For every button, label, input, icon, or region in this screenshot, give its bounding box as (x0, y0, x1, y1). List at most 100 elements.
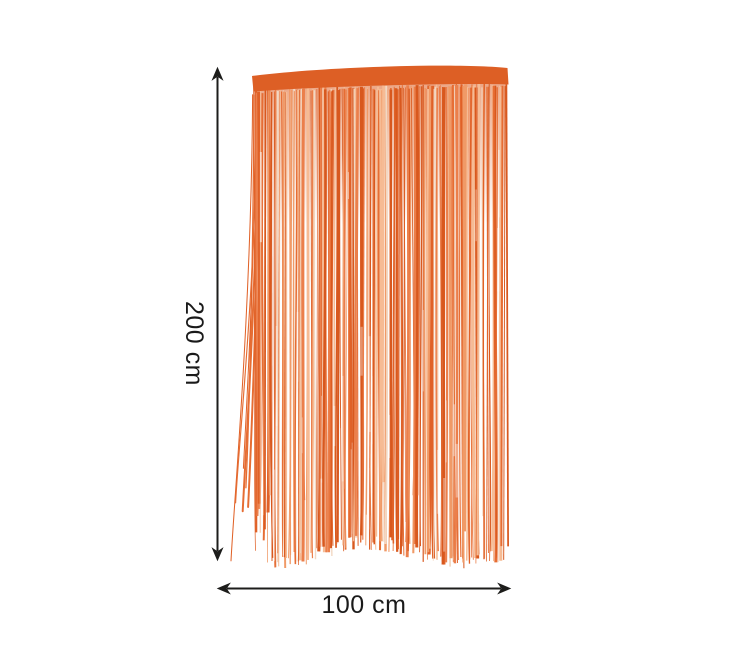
curtain-strands (230, 83, 509, 569)
curtain-strand (476, 83, 481, 556)
curtain-shine-streak (275, 326, 278, 426)
curtain-strand (398, 85, 401, 540)
curtain-shine-streak (360, 326, 363, 376)
curtain-strand (402, 87, 405, 547)
curtain-top-band (252, 65, 509, 92)
curtain-strand (356, 87, 360, 538)
curtain-strand (372, 90, 376, 545)
curtain-strand (354, 88, 359, 536)
fringe-curtain-image (230, 65, 509, 569)
curtain-strand (459, 86, 462, 558)
curtain-strand (310, 90, 314, 559)
curtain-strand (395, 88, 399, 552)
curtain-shine-streak (301, 417, 303, 454)
curtain-strand (419, 86, 423, 547)
curtain-strand (422, 84, 425, 562)
curtain-strand (486, 86, 489, 562)
curtain-strand (488, 83, 492, 552)
curtain-strand (365, 88, 369, 515)
curtain-strand (349, 87, 353, 538)
curtain-strand (253, 90, 256, 551)
curtain-shine-streak (350, 449, 352, 545)
curtain-strand (475, 83, 478, 564)
curtain-strand (334, 86, 339, 548)
curtain-strand (430, 85, 436, 559)
curtain-strand (327, 90, 332, 553)
curtain-strand (486, 86, 489, 554)
curtain-shine-streak (453, 404, 456, 457)
curtain-shine-streak (436, 449, 439, 514)
curtain-shine-streak (368, 336, 371, 432)
curtain-strand (321, 89, 327, 547)
curtain-strand (405, 85, 411, 558)
curtain-strand (374, 89, 377, 550)
curtain-strand (482, 83, 485, 560)
curtain-shine-streak (497, 228, 500, 292)
curtain-strand (245, 94, 255, 489)
curtain-strand (392, 88, 396, 544)
curtain-strand (500, 85, 504, 547)
curtain-shine-streak (333, 405, 336, 447)
width-dimension-label: 100 cm (321, 591, 407, 619)
curtain-strand (465, 87, 469, 561)
curtain-strand (435, 87, 439, 552)
height-dimension-line (211, 66, 224, 562)
height-arrow-up-icon (211, 66, 224, 81)
curtain-strand (336, 89, 341, 543)
curtain-shine-streak (490, 297, 492, 385)
curtain-strand (470, 84, 474, 560)
curtain-strand (404, 87, 407, 523)
curtain-strand (316, 88, 318, 549)
curtain-shine-streak (443, 478, 446, 552)
curtain-shine-streak (347, 172, 349, 199)
curtain-strand (467, 87, 472, 564)
curtain-strand (401, 85, 405, 556)
curtain-strand (319, 87, 323, 547)
curtain-strand (292, 91, 296, 553)
curtain-shine-streak (371, 376, 373, 445)
curtain-strand (313, 90, 317, 560)
curtain-strand (294, 89, 298, 565)
curtain-shine-streak (422, 310, 424, 392)
curtain-strand (462, 84, 468, 532)
curtain-strand (417, 87, 420, 496)
curtain-strand (369, 90, 373, 551)
width-arrow-left-icon (216, 582, 231, 595)
curtain-strand (264, 88, 267, 530)
curtain-shine-streak (445, 400, 447, 463)
curtain-strand (380, 85, 386, 483)
curtain-shine-streak (388, 414, 391, 458)
curtain-strand (408, 85, 412, 544)
height-dimension-label: 200 cm (180, 301, 208, 386)
curtain-strand (426, 85, 431, 553)
curtain-strand (344, 87, 348, 548)
curtain-strand (505, 84, 509, 547)
curtain-strand (339, 88, 342, 540)
curtain-shine-streak (339, 428, 341, 485)
curtain-strand (289, 89, 293, 565)
width-arrow-right-icon (497, 582, 512, 595)
curtain-strand (301, 88, 305, 562)
curtain-strand (457, 85, 459, 561)
curtain-strand (331, 89, 335, 546)
curtain-strand (362, 87, 365, 540)
curtain-shine-streak (273, 469, 276, 562)
curtain-shine-streak (367, 468, 370, 530)
curtain-strand (471, 85, 478, 559)
curtain-strand (306, 87, 310, 560)
curtain-shine-streak (341, 375, 344, 482)
height-arrow-down-icon (211, 547, 224, 562)
curtain-shine-streaks (259, 149, 500, 562)
curtain-strand (384, 85, 389, 545)
curtain-strand (432, 88, 435, 561)
curtain-strand (230, 94, 254, 562)
curtain-strand (452, 85, 456, 561)
curtain-strand (445, 86, 449, 563)
curtain-strand (448, 86, 453, 559)
curtain-strand (423, 87, 427, 555)
curtain-shine-streak (296, 311, 299, 382)
curtain-strand (441, 87, 446, 565)
curtain-strand (415, 85, 420, 548)
curtain-strand (273, 91, 277, 568)
